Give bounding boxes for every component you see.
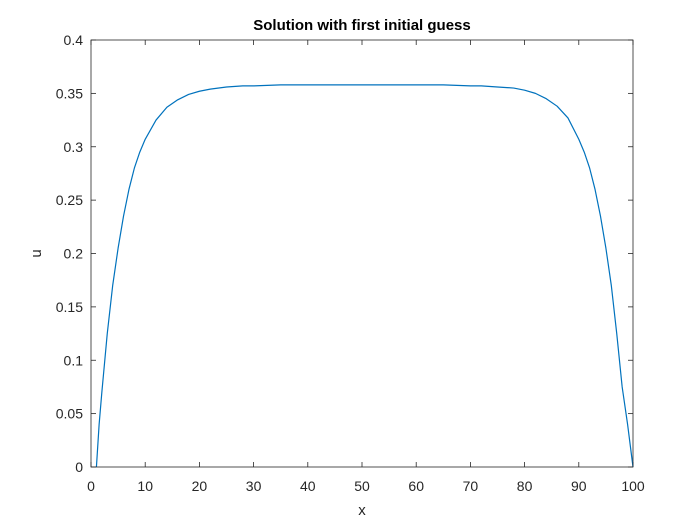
x-tick-label: 10 bbox=[137, 478, 153, 494]
y-tick-label: 0.4 bbox=[64, 32, 84, 48]
series-layer bbox=[95, 84, 634, 468]
x-tick-label: 0 bbox=[87, 478, 95, 494]
x-tick-label: 20 bbox=[192, 478, 208, 494]
x-tick-label: 70 bbox=[463, 478, 479, 494]
x-tick-label: 100 bbox=[621, 478, 645, 494]
y-tick-label: 0.15 bbox=[56, 299, 83, 315]
y-tick-label: 0.2 bbox=[64, 246, 84, 262]
series-line bbox=[95, 84, 634, 468]
y-tick-labels: 0 0.05 0.1 0.15 0.2 0.25 0.3 0.35 0.4 bbox=[56, 32, 83, 475]
x-tick-label: 80 bbox=[517, 478, 533, 494]
y-tick-label: 0.05 bbox=[56, 406, 83, 422]
x-tick-label: 40 bbox=[300, 478, 316, 494]
y-tick-label: 0.35 bbox=[56, 85, 83, 101]
y-axis-label: u bbox=[28, 249, 45, 257]
plot-frame bbox=[90, 39, 634, 468]
y-tick-label: 0.25 bbox=[56, 192, 83, 208]
chart-title: Solution with first initial guess bbox=[253, 17, 471, 34]
x-tick-label: 50 bbox=[354, 478, 370, 494]
x-axis-label: x bbox=[358, 502, 366, 519]
y-tick-label: 0 bbox=[75, 459, 83, 475]
plot-area bbox=[91, 40, 633, 467]
x-tick-labels: 0 10 20 30 40 50 60 70 80 90 100 bbox=[87, 478, 645, 494]
x-tick-label: 60 bbox=[408, 478, 424, 494]
x-tick-label: 30 bbox=[246, 478, 262, 494]
y-tick-label: 0.3 bbox=[64, 139, 84, 155]
x-tick-label: 90 bbox=[571, 478, 587, 494]
y-tick-label: 0.1 bbox=[64, 352, 84, 368]
